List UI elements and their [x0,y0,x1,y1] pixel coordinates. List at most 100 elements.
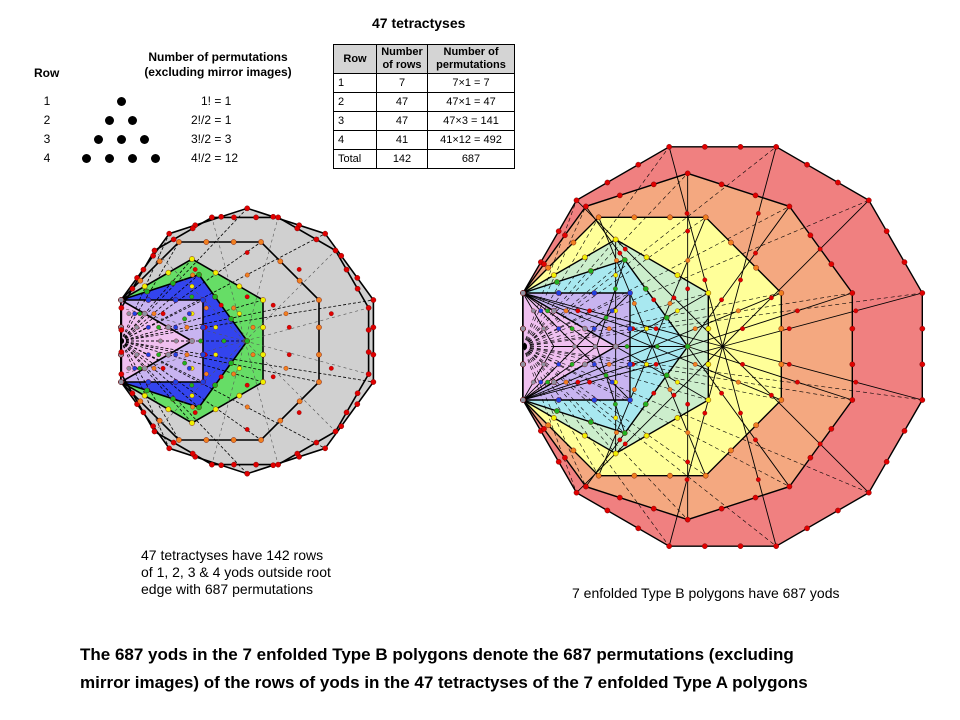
type-b-dashed-spoke [522,239,616,347]
type-a-yod [365,371,372,377]
type-a-yod [165,351,172,358]
table-header-perm-col: Number of permutations [427,44,515,74]
type-a-yod [209,214,215,221]
type-b-yod [901,259,908,265]
type-b-yod [538,379,544,385]
type-a-yod [118,349,125,355]
type-b-spoke [522,346,555,401]
type-a-yod [343,266,350,273]
left-caption: 47 tetractyses have 142 rows of 1, 2, 3 … [141,547,331,598]
type-a-yod [316,351,322,358]
type-b-yod [592,344,598,349]
type-b-spoke [722,346,923,401]
type-a-yod [140,409,147,416]
type-a-yod [212,406,219,413]
permutations-header-line1: Number of permutations [148,50,288,64]
perm-row-formula: 1! = 1 [201,94,232,108]
yod-dot [82,154,91,163]
type-a-spoke [120,340,320,383]
permutations-header: Number of permutations (excluding mirror… [128,50,308,80]
type-b-yod [919,290,926,296]
type-a-yod [160,311,166,317]
type-a-yod [294,450,301,457]
type-a-spoke [120,299,320,342]
type-b-yod [786,326,792,332]
type-b-yod [554,279,560,285]
type-a-yod [126,365,132,371]
type-a-spoke [120,299,204,342]
type-b-yod [769,392,774,398]
type-b-yod [685,401,691,407]
type-b-yod [804,525,810,532]
type-b-yod [643,432,650,439]
type-a-yod [283,311,289,317]
type-a-yod [286,324,292,330]
type-a-yod [237,311,242,317]
type-b-yod [849,290,856,296]
left-caption-line3: edge with 687 permutations [141,581,313,597]
type-a-yod [286,352,292,358]
type-b-yod [853,308,859,314]
type-b-dashed-spoke [522,346,577,493]
type-a-yod [134,324,140,330]
type-b-spoke [576,292,631,347]
type-b-spoke [722,346,870,493]
type-a-yod [172,297,179,303]
type-b-yod [617,437,623,443]
type-a-yod [244,470,250,477]
type-b-yod [624,344,630,349]
type-a-yod [221,338,227,344]
type-a-yod [151,247,158,254]
type-a-yod [200,324,206,331]
type-b-yod [853,379,859,385]
type-a-yod [141,310,148,317]
type-a-yod [173,352,179,358]
type-a-yod [338,252,345,259]
type-b-yod [541,361,546,367]
type-a-yod [370,324,377,331]
type-b-yod [752,192,759,199]
type-a-yod [189,225,196,232]
type-a-yod [165,269,172,276]
type-b-yod [606,326,612,332]
type-a-yod [354,390,361,397]
type-a-yod [170,280,176,286]
type-a-yod [370,351,377,358]
tetractys-table: Row Number of rows Number of permutation… [333,44,515,169]
table-cell: 4 [333,130,377,150]
type-b-spoke [651,217,707,347]
type-b-dashed-spoke [522,200,577,347]
yod-dot [105,154,114,163]
type-a-yod [137,365,143,371]
type-b-yod [613,286,618,292]
type-a-yod [166,230,172,237]
type-a-yod [137,277,144,284]
type-b-yod [530,308,536,314]
type-b-yod [617,494,623,501]
type-b-yod [530,379,536,385]
type-a-yod [283,365,289,371]
type-a-spoke [120,340,180,441]
type-b-yod [570,447,577,454]
type-a-yod [165,406,172,413]
type-b-dashed-spoke [522,292,782,347]
type-a-yod [354,275,361,281]
type-b-yod [587,379,592,385]
perm-row-number: 1 [43,94,51,108]
type-b-yod [621,257,628,263]
type-b-yod [735,308,741,314]
type-b-yod [674,415,681,421]
type-b-yod [901,428,908,434]
type-a-spoke [120,340,326,449]
type-a-yod [231,461,237,468]
type-b-yod [705,290,712,296]
type-b-yod [773,543,779,549]
type-b-yod [555,290,562,296]
type-a-yod [270,374,276,380]
type-a-yod [145,324,151,330]
type-b-yod [581,325,588,332]
type-b-yod [520,325,526,332]
type-b-yod [786,361,792,367]
type-a-yod [328,365,334,371]
